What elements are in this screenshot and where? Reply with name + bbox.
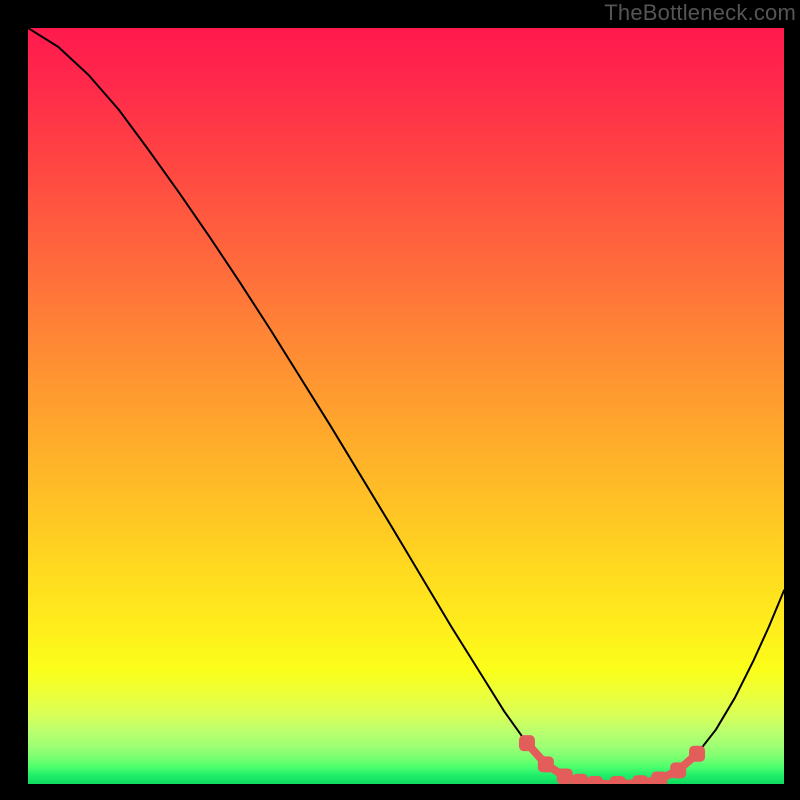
recommended-range-marker <box>557 768 573 784</box>
plot-svg-layer <box>28 28 784 784</box>
plot-area <box>28 28 784 784</box>
recommended-range-marker <box>651 771 667 784</box>
recommended-range-marker <box>632 775 648 784</box>
watermark-label: TheBottleneck.com <box>604 0 796 26</box>
recommended-range-marker <box>519 735 535 751</box>
recommended-range-marker <box>670 762 686 778</box>
recommended-range-marker <box>689 746 705 762</box>
recommended-range-marker <box>538 756 554 772</box>
bottleneck-curve-line <box>28 28 784 784</box>
chart-frame: TheBottleneck.com <box>0 0 800 800</box>
recommended-range-marker <box>610 776 626 784</box>
recommended-range-marker <box>572 774 588 784</box>
recommended-range-marker <box>587 776 603 784</box>
